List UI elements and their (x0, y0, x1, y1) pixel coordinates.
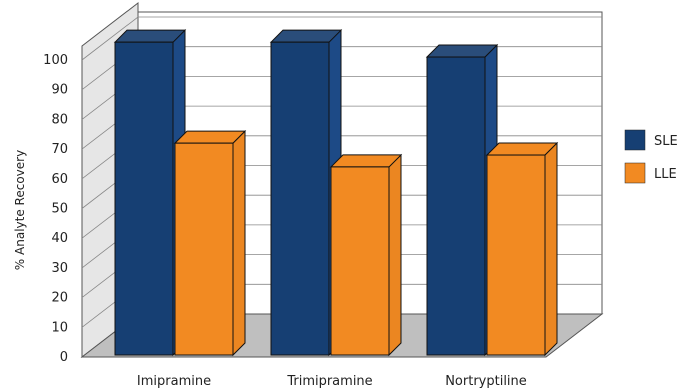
bar-top (173, 130, 247, 144)
gridline (81, 16, 602, 61)
y-tick-label: 0 (60, 350, 68, 365)
bar-sle-imipramine (113, 28, 187, 357)
y-tick-label: 100 (43, 53, 68, 68)
y-tick-label: 70 (51, 142, 68, 157)
bar-lle-trimipramine (329, 153, 403, 357)
bar-front (174, 142, 234, 356)
bar-top (329, 154, 403, 168)
y-tick-label: 80 (51, 112, 68, 127)
x-category-label: Trimipramine (286, 374, 372, 389)
bar-front (270, 41, 330, 356)
y-tick-label: 30 (51, 261, 68, 276)
y-tick-label: 50 (51, 202, 68, 217)
legend-label-lle: LLE (654, 167, 677, 182)
bar-side (388, 153, 402, 357)
bar-top (425, 44, 499, 58)
x-category-label: Nortryptiline (445, 374, 527, 389)
legend-swatch-sle (624, 129, 646, 151)
y-tick-label: 20 (51, 291, 68, 306)
bar-side (232, 129, 246, 357)
bar-front (426, 56, 486, 356)
bar-top (113, 29, 187, 43)
bar-front (486, 154, 546, 356)
x-axis-categories: Imipramine Trimipramine Nortryptiline (137, 374, 527, 389)
bar-side (544, 141, 558, 357)
y-tick-label: 40 (51, 231, 68, 246)
bar-front (330, 166, 390, 356)
y-axis-ticks: 0 10 20 30 40 50 60 70 80 90 100 (43, 53, 68, 365)
bar-top (485, 142, 559, 156)
bar-lle-nortryptiline (485, 141, 559, 357)
legend: SLE LLE (624, 129, 678, 184)
y-axis-label: % Analyte Recovery (13, 150, 27, 270)
y-tick-label: 60 (51, 172, 68, 187)
bar-lle-imipramine (173, 129, 247, 357)
bar-front (114, 41, 174, 356)
x-category-label: Imipramine (137, 374, 211, 389)
y-tick-label: 90 (51, 83, 68, 98)
bar-top (269, 29, 343, 43)
legend-label-sle: SLE (654, 134, 678, 149)
y-tick-label: 10 (51, 320, 68, 335)
bars (113, 28, 559, 357)
legend-swatch-lle (624, 162, 646, 184)
